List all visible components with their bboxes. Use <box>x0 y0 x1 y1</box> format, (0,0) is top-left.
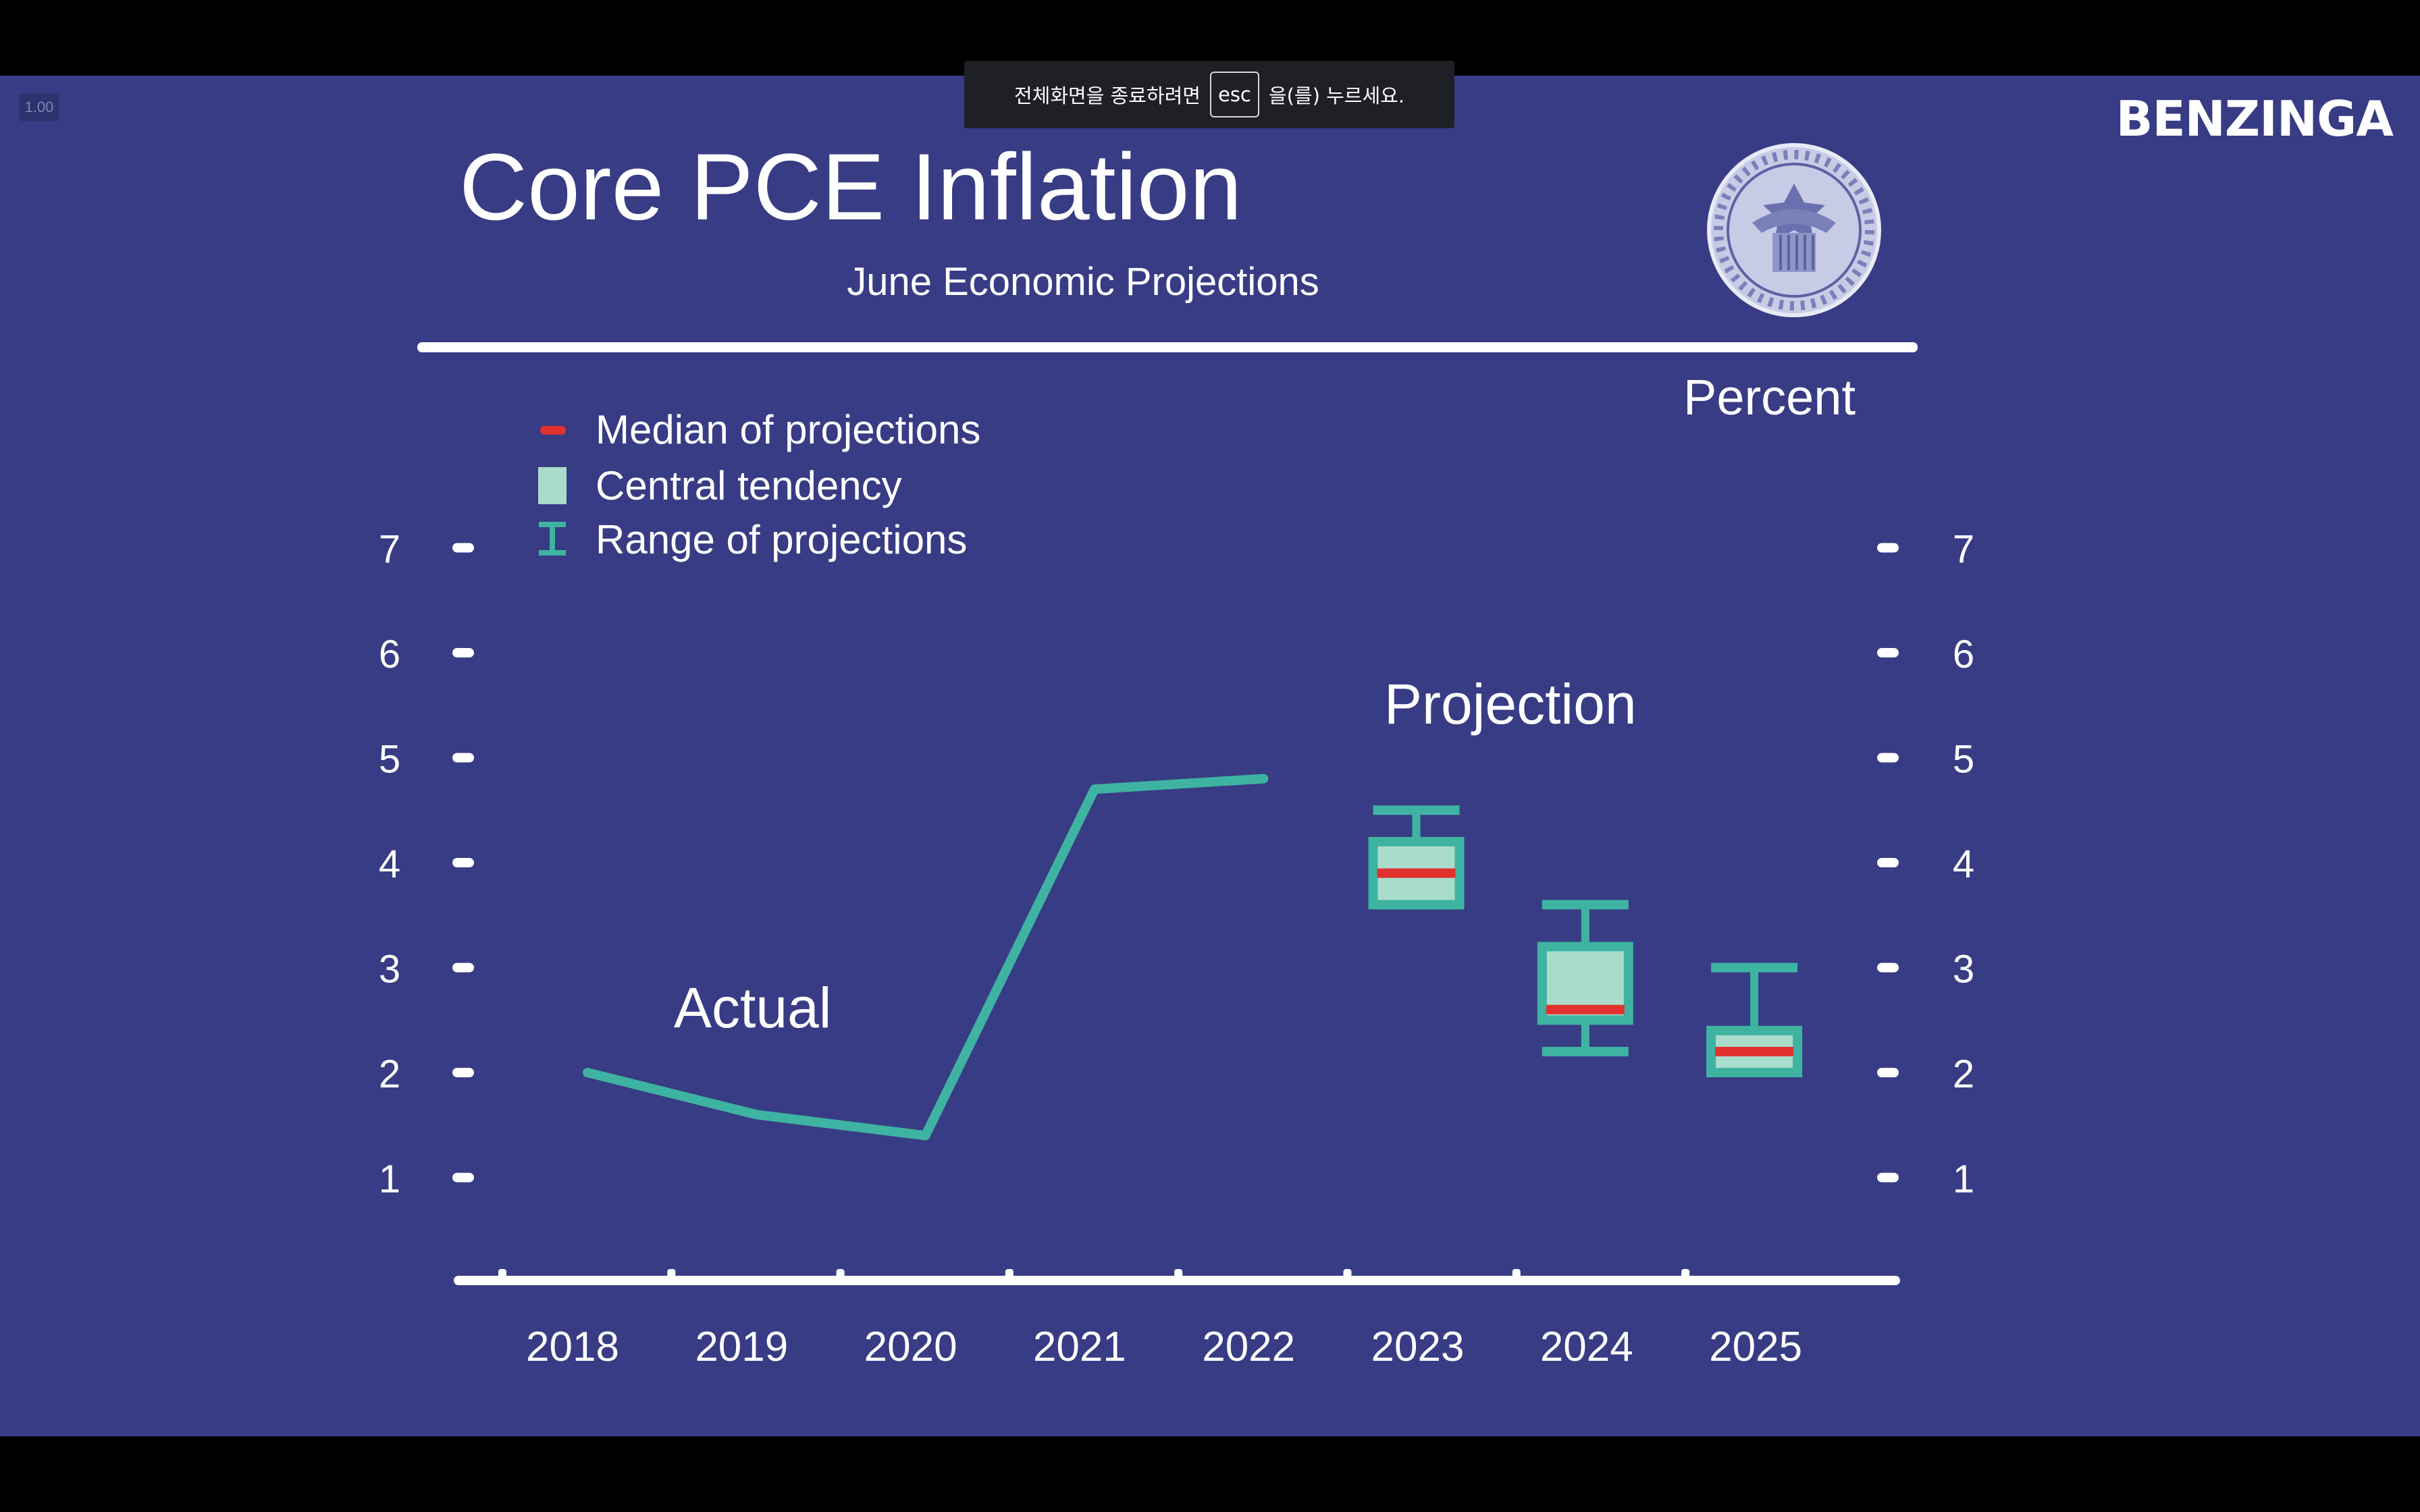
x-tick-label: 2019 <box>695 1324 788 1370</box>
slide-background <box>0 76 2420 1436</box>
x-tick <box>667 1269 676 1280</box>
y-tick-label-left: 4 <box>379 842 400 886</box>
x-tick-label: 2024 <box>1540 1324 1633 1370</box>
projection-2025 <box>1706 963 1803 1078</box>
y-tick-right <box>1877 543 1899 553</box>
playback-speed-badge[interactable]: 1.00 <box>19 93 59 122</box>
x-tick <box>836 1269 845 1280</box>
actual-annotation: Actual <box>674 976 831 1040</box>
x-tick <box>498 1269 506 1280</box>
median-marker <box>1546 1004 1625 1015</box>
y-tick-right <box>1877 1068 1899 1077</box>
y-tick-left <box>452 1068 474 1077</box>
legend: Median of projections Central tendency R… <box>538 407 980 562</box>
series-layer <box>583 774 1803 1141</box>
y-tick-left <box>452 543 474 553</box>
benzinga-logo: BENZINGA <box>2115 90 2394 147</box>
y-tick-label-left: 3 <box>379 948 400 992</box>
y-tick-label-left: 2 <box>379 1052 400 1096</box>
y-tick-label-left: 1 <box>379 1158 400 1202</box>
actual-point <box>924 1134 927 1137</box>
x-tick-label: 2025 <box>1709 1324 1802 1370</box>
x-tick <box>1512 1269 1521 1280</box>
y-tick-label-right: 1 <box>1953 1158 1974 1202</box>
fullscreen-message-after: 을(를) 누르세요. <box>1268 84 1405 107</box>
y-tick-label-left: 7 <box>379 528 400 572</box>
y-tick-label-left: 6 <box>379 632 400 676</box>
x-tick <box>1681 1269 1690 1280</box>
projection-2023 <box>1368 805 1465 910</box>
x-axis-line <box>454 1276 1900 1285</box>
median-marker <box>1377 868 1456 878</box>
x-tick-label: 2020 <box>864 1324 957 1370</box>
y-tick-right <box>1877 648 1899 657</box>
legend-central-label: Central tendency <box>596 463 902 508</box>
actual-point <box>755 1113 758 1116</box>
x-tick-label: 2018 <box>526 1324 619 1370</box>
actual-line <box>583 774 1269 1141</box>
chart-subtitle: June Economic Projections <box>847 260 1319 304</box>
y-axis: 1 1 2 2 3 3 4 4 5 5 6 6 7 7 <box>379 528 1974 1202</box>
y-tick-left <box>452 963 474 973</box>
y-tick-label-left: 5 <box>379 738 400 782</box>
x-axis: 2018 2019 2020 2021 2022 2023 2024 2025 <box>498 1269 1802 1370</box>
legend-range-label: Range of projections <box>596 517 967 562</box>
y-tick-right <box>1877 963 1899 973</box>
y-tick-left <box>452 648 474 657</box>
federal-reserve-seal-icon <box>1707 143 1881 317</box>
x-tick <box>1343 1269 1352 1280</box>
y-tick-left <box>452 1172 474 1183</box>
y-tick-label-right: 5 <box>1953 738 1974 782</box>
x-tick-label: 2021 <box>1033 1324 1126 1370</box>
y-tick-label-right: 7 <box>1953 528 1974 572</box>
legend-median-label: Median of projections <box>596 407 980 452</box>
unit-label: Percent <box>1683 369 1856 425</box>
chart-title: Core PCE Inflation <box>459 134 1242 240</box>
y-tick-left <box>452 858 474 867</box>
title-divider <box>417 342 1918 352</box>
projection-2024 <box>1537 900 1633 1056</box>
actual-point <box>1262 777 1265 780</box>
median-marker <box>1715 1046 1794 1056</box>
legend-median-swatch <box>540 426 566 435</box>
fullscreen-exit-toast: 전체화면을 종료하려면 esc 을(를) 누르세요. <box>964 61 1454 128</box>
x-tick-label: 2022 <box>1202 1324 1295 1370</box>
x-tick <box>1174 1269 1183 1280</box>
y-tick-right <box>1877 753 1899 763</box>
y-tick-label-right: 6 <box>1953 632 1974 676</box>
actual-point <box>1093 788 1096 791</box>
actual-point <box>586 1071 589 1074</box>
y-tick-right <box>1877 858 1899 867</box>
legend-central-swatch <box>538 467 567 504</box>
y-tick-label-right: 3 <box>1953 948 1974 992</box>
x-tick <box>1005 1269 1014 1280</box>
fullscreen-message-before: 전체화면을 종료하려면 <box>1014 84 1201 107</box>
y-tick-right <box>1877 1172 1899 1183</box>
x-tick-label: 2023 <box>1371 1324 1465 1370</box>
projection-annotation: Projection <box>1384 672 1637 736</box>
esc-key[interactable]: esc <box>1209 72 1259 117</box>
legend-range-swatch <box>539 522 566 556</box>
y-tick-left <box>452 753 474 763</box>
y-tick-label-right: 4 <box>1953 842 1974 886</box>
y-tick-label-right: 2 <box>1953 1052 1974 1096</box>
